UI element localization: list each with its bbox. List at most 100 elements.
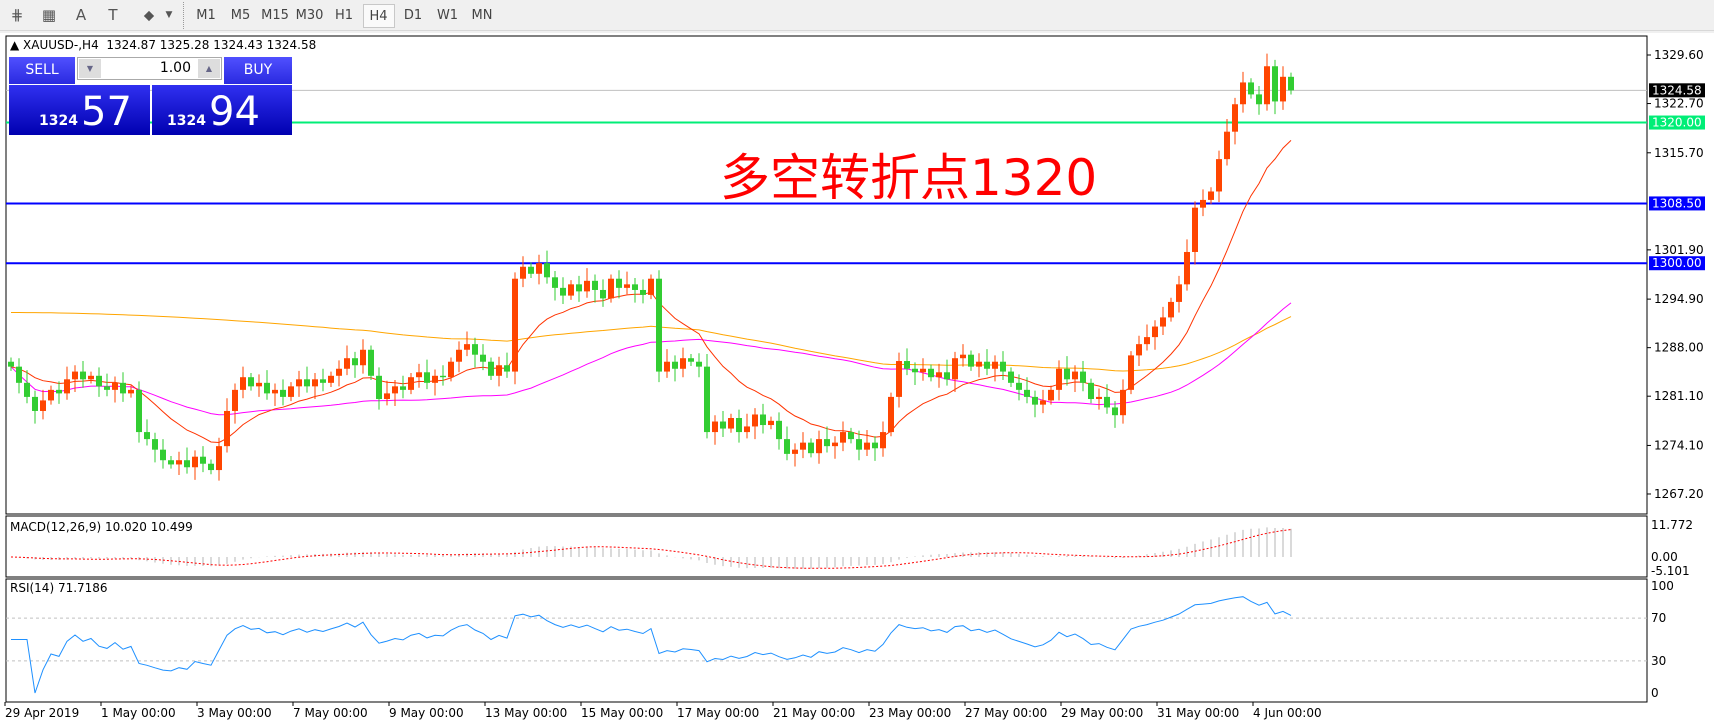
time-label: 29 Apr 2019 bbox=[5, 706, 79, 720]
timeframe-mn[interactable]: MN bbox=[471, 8, 493, 23]
candle-body bbox=[1064, 368, 1070, 380]
timeframe-w1[interactable]: W1 bbox=[436, 8, 459, 23]
candle-body bbox=[848, 432, 854, 440]
candle-body bbox=[936, 372, 942, 378]
candle-body bbox=[648, 278, 654, 295]
moving-average-slow bbox=[11, 312, 1292, 372]
candle-body bbox=[568, 284, 574, 296]
candle-body bbox=[1128, 355, 1134, 390]
candle-body bbox=[88, 375, 94, 380]
timeframe-h1[interactable]: H1 bbox=[334, 8, 354, 23]
candle-body bbox=[816, 439, 822, 454]
candle-body bbox=[960, 354, 966, 359]
increase-lot-icon[interactable]: ▲ bbox=[198, 59, 220, 78]
text-label-icon[interactable]: T bbox=[108, 6, 118, 24]
candle-body bbox=[184, 460, 190, 468]
annotation-text[interactable]: 多空转折点1320 bbox=[720, 149, 1098, 207]
candle-body bbox=[1272, 66, 1278, 102]
candle-body bbox=[784, 439, 790, 454]
candle-body bbox=[1032, 396, 1038, 405]
dropdown-arrow-icon[interactable]: ▼ bbox=[165, 10, 173, 20]
chart-window[interactable]: 1329.60 1322.70 1315.70 1301.90 1294.90 1288.… bbox=[0, 33, 1714, 726]
candle-body bbox=[1088, 382, 1094, 400]
decrease-lot-icon[interactable]: ▼ bbox=[79, 59, 101, 78]
level-label: 1308.50 bbox=[1652, 196, 1702, 210]
candle-body bbox=[1096, 396, 1102, 400]
candle-body bbox=[440, 375, 446, 378]
candle-body bbox=[416, 372, 422, 378]
sell-price-pips: 57 bbox=[81, 89, 132, 135]
macd-tick-label: 0.00 bbox=[1651, 550, 1678, 564]
candle-body bbox=[624, 284, 630, 288]
candle-body bbox=[880, 432, 886, 449]
candle-body bbox=[544, 263, 550, 278]
fibonacci-expansion-icon[interactable]: ⋕ bbox=[10, 6, 24, 24]
candle-body bbox=[744, 426, 750, 433]
current-price-label: 1324.58 bbox=[1652, 83, 1702, 97]
candle-body bbox=[152, 439, 158, 450]
candle-body bbox=[640, 289, 646, 295]
macd-tick-label: -5.101 bbox=[1651, 564, 1690, 578]
collapse-triangle-icon[interactable]: ▲ bbox=[10, 38, 24, 52]
candle-body bbox=[360, 349, 366, 366]
candle-body bbox=[984, 361, 990, 369]
timeframe-m1[interactable]: M1 bbox=[196, 8, 216, 23]
candle-body bbox=[1152, 326, 1158, 338]
candle-body bbox=[200, 456, 206, 464]
candle-body bbox=[1080, 371, 1086, 383]
lot-value[interactable]: 1.00 bbox=[159, 60, 191, 76]
sell-price-prefix: 1324 bbox=[39, 113, 78, 129]
rsi-pane bbox=[5, 578, 1648, 703]
lot-size-input[interactable]: ▼ 1.00 ▲ bbox=[77, 57, 222, 80]
level-badge bbox=[1649, 256, 1705, 271]
timeframe-m5[interactable]: M5 bbox=[230, 8, 251, 23]
sell-price-button[interactable]: 1324 57 bbox=[9, 85, 150, 135]
timeframe-h4[interactable]: H4 bbox=[362, 4, 395, 28]
candle-body bbox=[528, 266, 534, 274]
price-tick-label: 1322.70 bbox=[1654, 97, 1704, 111]
sell-button[interactable]: SELL bbox=[9, 57, 75, 84]
candle-body bbox=[584, 280, 590, 292]
candle-body bbox=[856, 439, 862, 450]
candle-body bbox=[376, 375, 382, 400]
candle-body bbox=[552, 277, 558, 288]
time-label: 9 May 00:00 bbox=[389, 706, 464, 720]
candle-body bbox=[1160, 317, 1166, 327]
candle-body bbox=[800, 442, 806, 450]
candle-body bbox=[664, 361, 670, 372]
candle-body bbox=[176, 460, 182, 465]
candle-body bbox=[688, 358, 694, 362]
time-label: 15 May 00:00 bbox=[581, 706, 663, 720]
buy-button[interactable]: BUY bbox=[224, 57, 292, 84]
candle-body bbox=[632, 284, 638, 290]
candle-body bbox=[1216, 159, 1222, 192]
rsi-tick-label: 70 bbox=[1651, 611, 1666, 625]
candle-body bbox=[96, 375, 102, 387]
timeframe-m15[interactable]: M15 bbox=[261, 8, 289, 23]
candle-body bbox=[752, 414, 758, 427]
candle-body bbox=[704, 366, 710, 433]
candle-body bbox=[1240, 82, 1246, 105]
candle-body bbox=[1144, 337, 1150, 345]
candle-body bbox=[232, 389, 238, 411]
candle-body bbox=[392, 386, 398, 394]
candle-body bbox=[1056, 368, 1062, 390]
candle-body bbox=[520, 266, 526, 279]
arrows-icon[interactable]: ⬥ bbox=[143, 6, 155, 24]
candle-body bbox=[208, 463, 214, 471]
candle-body bbox=[976, 361, 982, 367]
candle-body bbox=[368, 349, 374, 376]
toolbar: ⋕ ▦ A T ⬥ ▼ M1 M5 M15 M30 H1 H4 D1 W1 MN bbox=[0, 0, 1714, 31]
candle-body bbox=[1120, 389, 1126, 416]
timeframe-m30[interactable]: M30 bbox=[295, 8, 324, 23]
candle-body bbox=[24, 382, 30, 397]
candle-body bbox=[72, 371, 78, 380]
text-icon[interactable]: A bbox=[75, 6, 87, 24]
candle-body bbox=[280, 389, 286, 397]
timeframe-d1[interactable]: D1 bbox=[403, 8, 423, 23]
buy-price-button[interactable]: 1324 94 bbox=[152, 85, 292, 135]
candle-body bbox=[1000, 361, 1006, 372]
candle-body bbox=[760, 414, 766, 426]
fibonacci-fan-icon[interactable]: ▦ bbox=[41, 6, 57, 24]
chart-canvas[interactable]: 1329.60 1322.70 1315.70 1301.90 1294.90 1288.… bbox=[0, 33, 1714, 726]
